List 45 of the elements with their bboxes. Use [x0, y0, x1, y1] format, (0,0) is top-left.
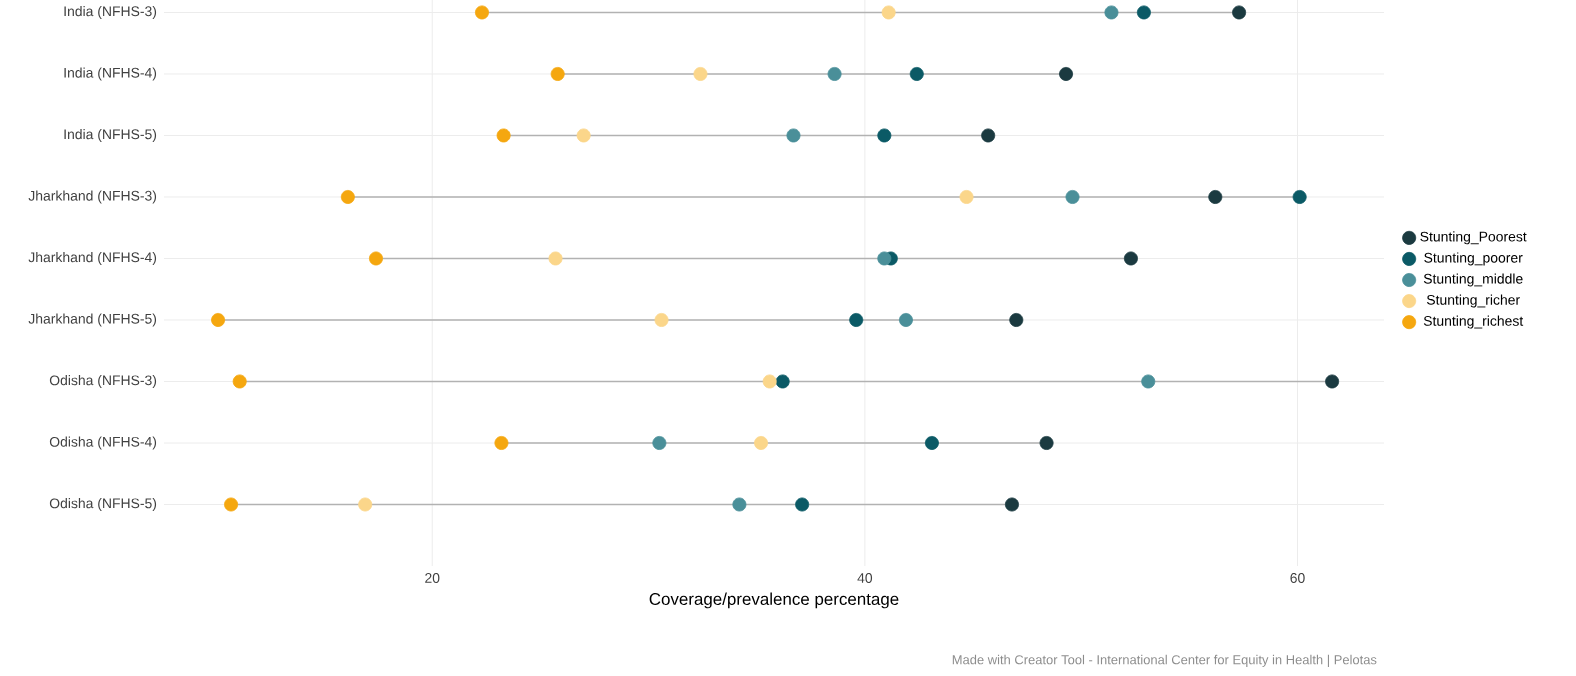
point: [576, 128, 591, 143]
point: [877, 251, 892, 266]
point: [211, 313, 226, 327]
point: [693, 66, 708, 81]
point: [496, 128, 511, 143]
point: [1104, 5, 1119, 20]
point: [1292, 190, 1307, 204]
point: [1009, 313, 1024, 327]
point: [1123, 251, 1138, 266]
point: [775, 374, 790, 389]
point: [654, 313, 669, 327]
point: [1232, 5, 1247, 20]
point: [1208, 190, 1223, 204]
point: [827, 66, 842, 81]
point: [550, 66, 565, 81]
point: [1039, 436, 1054, 450]
point: [877, 128, 892, 143]
point: [548, 251, 563, 266]
point: [340, 190, 355, 204]
point: [959, 190, 974, 204]
point: [881, 5, 896, 20]
x-axis-title: Coverage/prevalence percentage: [649, 592, 899, 609]
point: [786, 128, 801, 143]
point: [1059, 66, 1074, 81]
point: [1325, 374, 1340, 389]
point: [909, 66, 924, 81]
point: [652, 436, 667, 450]
point: [1136, 5, 1151, 20]
point: [1004, 497, 1019, 512]
point: [369, 251, 383, 266]
point: [849, 313, 864, 327]
point: [475, 5, 489, 20]
point: [232, 374, 247, 389]
point: [762, 374, 777, 389]
point: [1065, 190, 1080, 204]
point: [732, 497, 747, 512]
point: [981, 128, 996, 143]
point: [224, 497, 239, 512]
point: [924, 436, 939, 450]
point: [795, 497, 810, 512]
point: [358, 497, 373, 512]
point: [754, 436, 768, 450]
point: [494, 436, 509, 450]
point: [898, 313, 913, 327]
point: [1141, 374, 1156, 389]
